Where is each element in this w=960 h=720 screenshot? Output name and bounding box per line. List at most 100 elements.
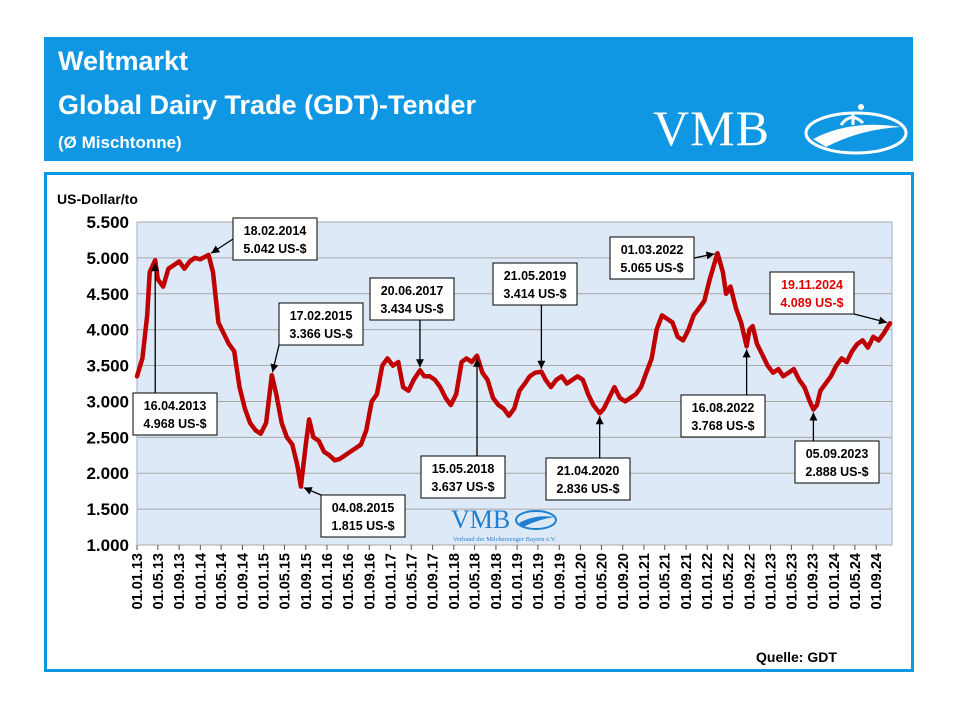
header-title: Weltmarkt	[58, 46, 189, 76]
annotation-arrowhead	[878, 316, 888, 325]
annotation-box	[278, 302, 364, 346]
x-tick-label: 01.01.24	[827, 553, 843, 609]
annotation-arrowhead	[211, 245, 221, 254]
watermark-subtitle: Verband der Milcherzeuger Bayern e.V.	[453, 536, 556, 543]
annotation-box	[132, 392, 218, 436]
annotation-box	[609, 236, 695, 280]
annotation-21.04.2020: 21.04.2020 2.836 US-$	[545, 416, 631, 501]
annotation-date: 04.08.2015	[332, 501, 395, 515]
x-tick-label: 01.01.17	[383, 553, 399, 609]
annotation-arrowhead	[415, 359, 424, 368]
annotation-value: 1.815 US-$	[331, 519, 394, 533]
x-tick-label: 01.05.16	[341, 553, 357, 609]
annotations: 16.04.2013 4.968 US-$ 18.02.2014 5.042 US-$…	[132, 217, 888, 538]
annotation-box	[232, 217, 318, 261]
x-tick-label: 01.05.20	[594, 553, 610, 609]
annotation-box	[680, 394, 766, 438]
annotation-date: 20.06.2017	[381, 284, 444, 298]
annotation-15.05.2018: 15.05.2018 3.637 US-$	[420, 358, 506, 499]
y-tick-label: 3.000	[86, 392, 129, 411]
x-tick-label: 01.05.19	[531, 553, 547, 609]
annotation-box	[369, 277, 455, 321]
x-tick-label: 01.01.23	[764, 553, 780, 609]
vmb-logo-text: VMB	[653, 100, 770, 156]
x-tick-label: 01.05.22	[721, 553, 737, 609]
y-tick-label: 5.500	[86, 213, 129, 232]
x-tick-label: 01.09.21	[679, 553, 695, 609]
x-tick-label: 01.05.17	[404, 553, 420, 609]
annotation-box	[420, 455, 506, 499]
x-tick-label: 01.09.17	[426, 553, 442, 609]
x-tick-label: 01.09.24	[869, 553, 885, 609]
annotation-box	[769, 271, 855, 315]
annotation-value: 2.836 US-$	[556, 482, 619, 496]
x-tick-label: 01.01.22	[700, 553, 716, 609]
annotation-date: 16.04.2013	[144, 399, 207, 413]
y-tick-label: 2.000	[86, 464, 129, 483]
annotation-arrowhead	[595, 416, 604, 425]
y-tick-label: 2.500	[86, 428, 129, 447]
annotation-arrowhead	[705, 251, 715, 260]
x-tick-label: 01.05.18	[468, 553, 484, 609]
annotation-date: 17.02.2015	[290, 309, 353, 323]
annotation-box	[320, 494, 406, 538]
x-tick-label: 01.09.13	[172, 553, 188, 609]
x-tick-label: 01.09.18	[489, 553, 505, 609]
annotation-box	[545, 457, 631, 501]
x-tick-label: 01.05.21	[658, 553, 674, 609]
annotation-date: 21.04.2020	[557, 464, 620, 478]
annotation-arrowhead	[742, 349, 751, 358]
annotation-arrowhead	[537, 360, 546, 369]
annotation-arrowhead	[809, 412, 818, 421]
annotation-arrowhead	[473, 358, 482, 367]
x-tick-label: 01.01.20	[573, 553, 589, 609]
annotation-20.06.2017: 20.06.2017 3.434 US-$	[369, 277, 455, 368]
vmb-swirl-icon	[804, 104, 908, 155]
annotation-date: 01.03.2022	[621, 243, 684, 257]
annotation-value: 5.042 US-$	[243, 242, 306, 256]
annotation-arrowhead	[151, 263, 160, 272]
y-tick-labels: 1.000 1.500 2.000 2.500 3.000 3.500 4.000 4.500…	[86, 213, 129, 555]
source-note: Quelle: GDT	[756, 649, 837, 665]
x-tick-label: 01.09.22	[742, 553, 758, 609]
x-tick-label: 01.05.13	[151, 553, 167, 609]
x-tick-label: 01.01.18	[447, 553, 463, 609]
annotation-01.03.2022: 01.03.2022 5.065 US-$	[609, 236, 715, 280]
x-tick-label: 01.05.23	[784, 553, 800, 609]
x-tick-label: 01.09.20	[616, 553, 632, 609]
annotation-date: 05.09.2023	[806, 447, 869, 461]
vmb-watermark: VMB Verband der Milcherzeuger Bayern e.V…	[451, 505, 557, 543]
watermark-swirl-icon	[515, 510, 557, 530]
header-banner: Weltmarkt Global Dairy Trade (GDT)-Tende…	[44, 37, 913, 161]
chart-frame: US-Dollar/to 1.000 1.500 2.000 2.500 3.000 3.…	[44, 172, 914, 672]
header-subtitle: Global Dairy Trade (GDT)-Tender	[58, 90, 477, 120]
annotation-box	[794, 440, 880, 484]
annotation-04.08.2015: 04.08.2015 1.815 US-$	[303, 487, 406, 538]
x-tick-label: 01.01.19	[510, 553, 526, 609]
x-tick-label: 01.01.14	[193, 553, 209, 609]
x-tick-label: 01.05.15	[277, 553, 293, 609]
annotation-value: 3.768 US-$	[691, 419, 754, 433]
annotation-value: 2.888 US-$	[805, 465, 868, 479]
annotation-18.02.2014: 18.02.2014 5.042 US-$	[210, 217, 318, 261]
y-tick-label: 1.500	[86, 500, 129, 519]
annotation-value: 3.366 US-$	[289, 327, 352, 341]
annotation-16.04.2013: 16.04.2013 4.968 US-$	[132, 263, 218, 436]
x-tick-label: 01.05.24	[848, 553, 864, 609]
annotation-21.05.2019: 21.05.2019 3.414 US-$	[492, 262, 578, 369]
annotation-value: 4.089 US-$	[780, 296, 843, 310]
annotation-value: 4.968 US-$	[143, 417, 206, 431]
vmb-logo: VMB	[653, 99, 913, 161]
annotation-date: 15.05.2018	[432, 462, 495, 476]
annotation-17.02.2015: 17.02.2015 3.366 US-$	[270, 302, 364, 373]
x-tick-label: 01.01.13	[130, 553, 146, 609]
x-tick-label: 01.09.16	[362, 553, 378, 609]
series-line	[134, 250, 893, 489]
x-tick-label: 01.01.16	[320, 553, 336, 609]
annotation-value: 5.065 US-$	[620, 261, 683, 275]
x-tick-label: 01.05.14	[214, 553, 230, 609]
x-tick-label: 01.09.15	[299, 553, 315, 609]
annotation-arrowhead	[303, 487, 313, 495]
annotation-16.08.2022: 16.08.2022 3.768 US-$	[680, 349, 766, 438]
x-tick-labels: 01.01.13 01.05.13 01.09.13 01.01.14 01.05.14…	[130, 545, 885, 609]
